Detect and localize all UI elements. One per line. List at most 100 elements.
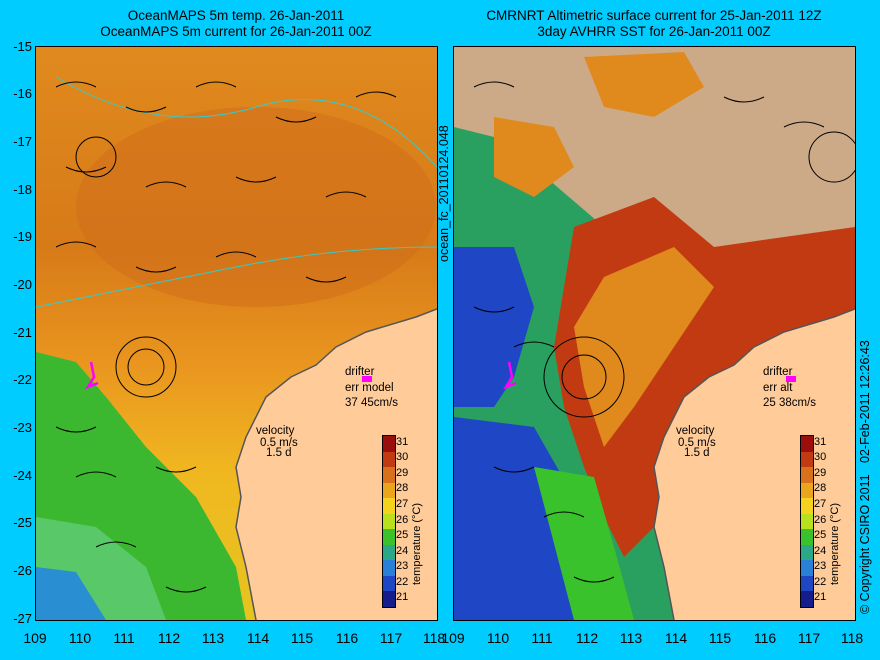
colorbar-tick-label: 26 <box>814 513 827 526</box>
colorbar-tick-label: 28 <box>814 482 827 495</box>
colorbar-segment <box>383 560 395 577</box>
left-velocity-label: velocity <box>256 425 295 437</box>
right-drifter-label: drifter <box>763 366 793 378</box>
colorbar-segment <box>383 591 395 608</box>
lon-label: 118 <box>840 630 864 646</box>
colorbar-segment <box>801 513 813 530</box>
lon-label: 112 <box>575 630 599 646</box>
right-warm-patch-west <box>494 117 574 197</box>
right-map-svg <box>454 47 855 620</box>
colorbar-tick-label: 21 <box>396 591 409 604</box>
colorbar-segment <box>383 451 395 468</box>
colorbar-tick-label: 24 <box>396 544 409 557</box>
lon-label: 113 <box>201 630 225 646</box>
colorbar-tick-label: 27 <box>396 497 409 510</box>
right-orange-region <box>574 247 714 447</box>
right-velocity-scale: 0.5 m/s <box>678 437 716 449</box>
left-title-line2: OceanMAPS 5m current for 26-Jan-2011 00Z <box>100 24 372 39</box>
colorbar-segment <box>801 436 813 453</box>
lon-label: 116 <box>335 630 359 646</box>
colorbar-tick-label: 22 <box>814 575 827 588</box>
left-colorbar-label: temperature (°C) <box>411 502 423 585</box>
colorbar-segment <box>801 591 813 608</box>
left-err-label: err model <box>345 382 394 394</box>
lon-label: 114 <box>246 630 270 646</box>
lon-label: 112 <box>157 630 181 646</box>
left-drifter-track <box>85 361 99 390</box>
right-err-label: err alt <box>763 382 793 394</box>
left-velocity-time: 1.5 d <box>266 447 292 459</box>
lon-label: 110 <box>68 630 92 646</box>
right-err-values: 25 38cm/s <box>763 397 817 409</box>
left-contour-1 <box>55 76 437 168</box>
colorbar-tick-label: 22 <box>396 575 409 588</box>
lon-label: 115 <box>290 630 314 646</box>
lat-label: -19 <box>13 229 32 244</box>
colorbar-tick-label: 29 <box>814 466 827 479</box>
colorbar-segment <box>383 529 395 546</box>
colorbar-tick-label: 23 <box>814 560 827 573</box>
lat-label: -26 <box>13 563 32 578</box>
left-velocity-scale: 0.5 m/s <box>260 437 298 449</box>
right-drifter-track <box>503 361 517 390</box>
left-coastline <box>235 308 437 620</box>
colorbar-segment <box>801 498 813 515</box>
colorbar-tick-label: 31 <box>814 435 827 448</box>
left-err-values: 37 45cm/s <box>345 397 399 409</box>
colorbar-segment <box>383 544 395 561</box>
left-drifter-key-icon <box>362 376 372 382</box>
colorbar-tick-label: 21 <box>814 591 827 604</box>
lat-label: -23 <box>13 420 32 435</box>
left-current-arrows <box>55 81 397 593</box>
lat-label: -20 <box>13 277 32 292</box>
right-map-panel <box>453 46 856 621</box>
lat-label: -15 <box>13 39 32 54</box>
left-map-svg <box>36 47 437 620</box>
date-stamp-label: 02-Feb-2011 12:26:43 <box>858 340 872 463</box>
right-title-line1: CMRNRT Altimetric surface current for 25… <box>486 8 822 23</box>
left-colorbar <box>382 435 396 608</box>
colorbar-segment <box>383 575 395 592</box>
left-map-panel <box>35 46 438 621</box>
forecast-id-label: ocean_fc_20110124.048 <box>437 125 451 262</box>
right-coastline <box>653 308 855 620</box>
right-current-arrows <box>473 81 855 583</box>
right-velocity-time: 1.5 d <box>684 447 710 459</box>
left-blue-region <box>36 567 106 620</box>
lat-label: -24 <box>13 468 32 483</box>
colorbar-tick-label: 23 <box>396 560 409 573</box>
colorbar-tick-label: 30 <box>396 451 409 464</box>
copyright-label: © Copyright CSIRO 2011 <box>858 474 872 614</box>
right-title-line2: 3day AVHRR SST for 26-Jan-2011 00Z <box>537 24 771 39</box>
colorbar-segment <box>801 560 813 577</box>
colorbar-segment <box>801 467 813 484</box>
lat-label: -18 <box>13 182 32 197</box>
colorbar-segment <box>383 436 395 453</box>
left-contour-2 <box>36 246 437 308</box>
right-colorbar-label: temperature (°C) <box>829 502 841 585</box>
right-drifter-key-icon <box>786 376 796 382</box>
lon-label: 109 <box>441 630 465 646</box>
lon-label: 117 <box>797 630 821 646</box>
lon-label: 111 <box>113 630 135 646</box>
colorbar-tick-label: 29 <box>396 466 409 479</box>
lon-label: 115 <box>708 630 732 646</box>
colorbar-segment <box>383 467 395 484</box>
colorbar-segment <box>801 575 813 592</box>
lat-label: -27 <box>13 611 32 626</box>
right-warm-patch-north <box>584 52 704 117</box>
colorbar-segment <box>801 544 813 561</box>
lat-label: -22 <box>13 372 32 387</box>
lon-label: 116 <box>753 630 777 646</box>
lon-label: 118 <box>422 630 446 646</box>
colorbar-tick-label: 28 <box>396 482 409 495</box>
lon-label: 110 <box>486 630 510 646</box>
colorbar-tick-label: 30 <box>814 451 827 464</box>
left-panel-title: OceanMAPS 5m temp. 26-Jan-2011 OceanMAPS… <box>36 8 436 40</box>
lat-label: -21 <box>13 325 32 340</box>
colorbar-segment <box>801 529 813 546</box>
left-drifter-label: drifter <box>345 366 375 378</box>
lon-label: 109 <box>23 630 47 646</box>
right-green-region <box>534 467 634 620</box>
colorbar-tick-label: 26 <box>396 513 409 526</box>
